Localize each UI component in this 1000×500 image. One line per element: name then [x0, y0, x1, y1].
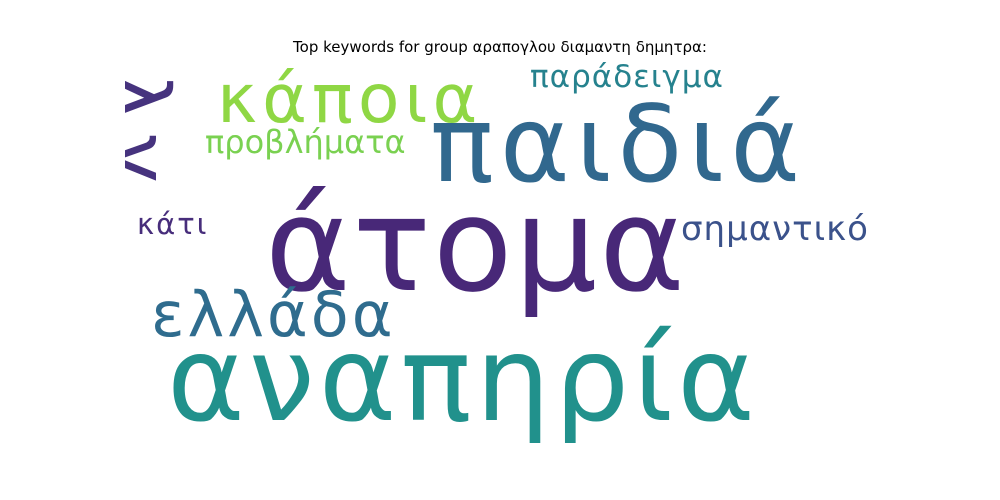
word-simantiko: σημαντικό	[681, 209, 869, 249]
word-cloud: αναπηρία άτομα παιδιά κάποια ελλάδα παρά…	[125, 62, 875, 443]
word-anapiria: αναπηρία	[167, 310, 759, 443]
word-kapoia: κάποια	[217, 62, 483, 139]
word-provlimata: προβλήματα	[205, 123, 406, 161]
word-kati: κάτι	[137, 207, 209, 241]
word-lg-vertical: λγ	[125, 72, 186, 198]
word-ellada: ελλάδα	[151, 278, 396, 351]
word-paidia: παιδιά	[430, 83, 807, 206]
word-paradeigma: παράδειγμα	[530, 62, 724, 95]
figure-title: Top keywords for group αραπογλου διαμαντ…	[293, 38, 707, 56]
word-atoma: άτομα	[265, 169, 687, 321]
